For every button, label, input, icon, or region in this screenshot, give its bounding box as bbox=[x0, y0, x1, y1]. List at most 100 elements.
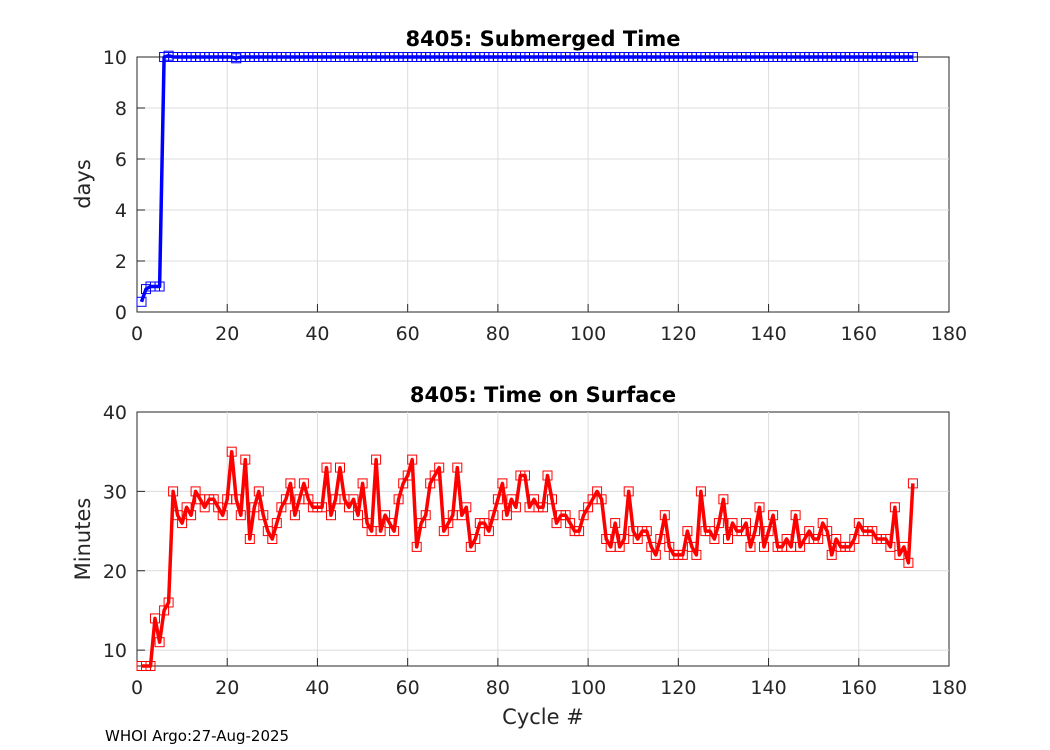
y-axis-label-submerged: days bbox=[71, 159, 95, 209]
data-point bbox=[317, 502, 327, 513]
data-point bbox=[353, 510, 363, 521]
data-point bbox=[285, 478, 296, 489]
gridlines-surface bbox=[137, 412, 949, 666]
data-point bbox=[267, 534, 278, 544]
data-point bbox=[402, 470, 413, 481]
data-point bbox=[907, 52, 918, 62]
data-point bbox=[898, 541, 909, 552]
data-point bbox=[619, 534, 630, 544]
data-point bbox=[145, 661, 156, 671]
data-point bbox=[768, 510, 779, 521]
data-point bbox=[695, 486, 706, 497]
data-point bbox=[186, 510, 197, 521]
y-tick-label: 20 bbox=[103, 561, 127, 583]
data-point bbox=[371, 454, 382, 465]
data-point bbox=[154, 637, 165, 648]
data-point bbox=[501, 510, 512, 521]
series-line bbox=[139, 53, 913, 303]
y-tick-label: 0 bbox=[115, 302, 127, 324]
data-point bbox=[903, 557, 914, 568]
x-tick-label: 60 bbox=[396, 677, 420, 699]
data-point bbox=[849, 534, 860, 544]
data-point bbox=[813, 534, 824, 544]
data-point bbox=[574, 526, 585, 537]
data-point bbox=[357, 478, 368, 489]
y-tick-label: 2 bbox=[115, 251, 127, 273]
data-point bbox=[168, 486, 179, 497]
x-tick-label: 160 bbox=[841, 323, 877, 345]
x-tick-label: 140 bbox=[750, 323, 786, 345]
data-point bbox=[641, 526, 652, 537]
y-tick-label: 10 bbox=[103, 47, 127, 69]
ticks-submerged: 0 20 40 60 80 100 120 140 160 180 0 2 4 6 8 10 bbox=[103, 47, 967, 345]
data-point bbox=[483, 526, 494, 537]
data-point bbox=[763, 526, 774, 537]
data-point bbox=[713, 518, 724, 529]
x-axis-label: Cycle # bbox=[502, 705, 584, 729]
data-point bbox=[244, 534, 255, 544]
data-point bbox=[249, 502, 260, 513]
x-tick-label: 80 bbox=[486, 677, 510, 699]
data-point bbox=[723, 534, 733, 544]
y-tick-label: 4 bbox=[115, 200, 127, 222]
data-point bbox=[326, 510, 336, 521]
data-point bbox=[154, 281, 165, 292]
x-tick-label: 60 bbox=[396, 323, 420, 345]
chart-title-submerged: 8405: Submerged Time bbox=[405, 27, 680, 51]
x-tick-label: 0 bbox=[131, 323, 143, 345]
y-axis-label-surface: Minutes bbox=[71, 498, 95, 581]
y-tick-label: 30 bbox=[103, 481, 127, 503]
series-submerged bbox=[136, 50, 918, 307]
data-point bbox=[136, 296, 147, 307]
data-point bbox=[271, 518, 282, 529]
data-point bbox=[520, 470, 530, 481]
x-tick-label: 180 bbox=[931, 677, 967, 699]
data-point bbox=[348, 494, 359, 505]
data-point bbox=[497, 478, 508, 489]
gridlines-submerged bbox=[137, 57, 949, 312]
data-point bbox=[650, 549, 661, 560]
y-tick-label: 40 bbox=[103, 402, 127, 424]
x-tick-label: 100 bbox=[570, 677, 606, 699]
data-point bbox=[610, 518, 621, 529]
data-point bbox=[289, 510, 300, 521]
x-tick-label: 20 bbox=[215, 323, 239, 345]
data-point bbox=[889, 502, 900, 513]
data-point bbox=[461, 502, 472, 513]
x-tick-label: 80 bbox=[486, 323, 510, 345]
x-tick-label: 140 bbox=[750, 677, 786, 699]
data-point bbox=[240, 454, 251, 465]
data-point bbox=[596, 494, 607, 505]
data-point bbox=[691, 549, 702, 560]
data-point bbox=[718, 494, 729, 505]
data-point bbox=[750, 526, 760, 537]
data-point bbox=[335, 462, 345, 473]
surface-time-panel: 0 20 40 60 80 100 120 140 160 180 10 20 30 40 8405: T… bbox=[71, 383, 967, 729]
data-point bbox=[280, 494, 291, 505]
data-point bbox=[375, 526, 386, 537]
series-line bbox=[141, 449, 915, 668]
submerged-time-panel: 0 20 40 60 80 100 120 140 160 180 0 2 4 6 8 10 8405: Su… bbox=[71, 27, 967, 345]
data-point bbox=[452, 462, 463, 473]
x-tick-label: 20 bbox=[215, 677, 239, 699]
data-point bbox=[547, 494, 557, 505]
data-point bbox=[393, 494, 404, 505]
data-point bbox=[655, 534, 666, 544]
chart-title-surface: 8405: Time on Surface bbox=[410, 383, 676, 407]
data-point bbox=[907, 478, 918, 489]
data-point bbox=[885, 541, 896, 552]
data-point bbox=[163, 597, 174, 608]
data-point bbox=[235, 510, 246, 521]
x-tick-label: 180 bbox=[931, 323, 967, 345]
data-point bbox=[709, 534, 720, 544]
data-point bbox=[253, 486, 264, 497]
y-tick-label: 6 bbox=[115, 149, 127, 171]
data-point bbox=[542, 470, 553, 481]
data-point bbox=[226, 446, 237, 457]
data-point bbox=[298, 478, 309, 489]
y-tick-label: 8 bbox=[115, 98, 127, 120]
data-point bbox=[407, 454, 418, 465]
data-point bbox=[759, 541, 769, 552]
data-point bbox=[177, 518, 188, 529]
